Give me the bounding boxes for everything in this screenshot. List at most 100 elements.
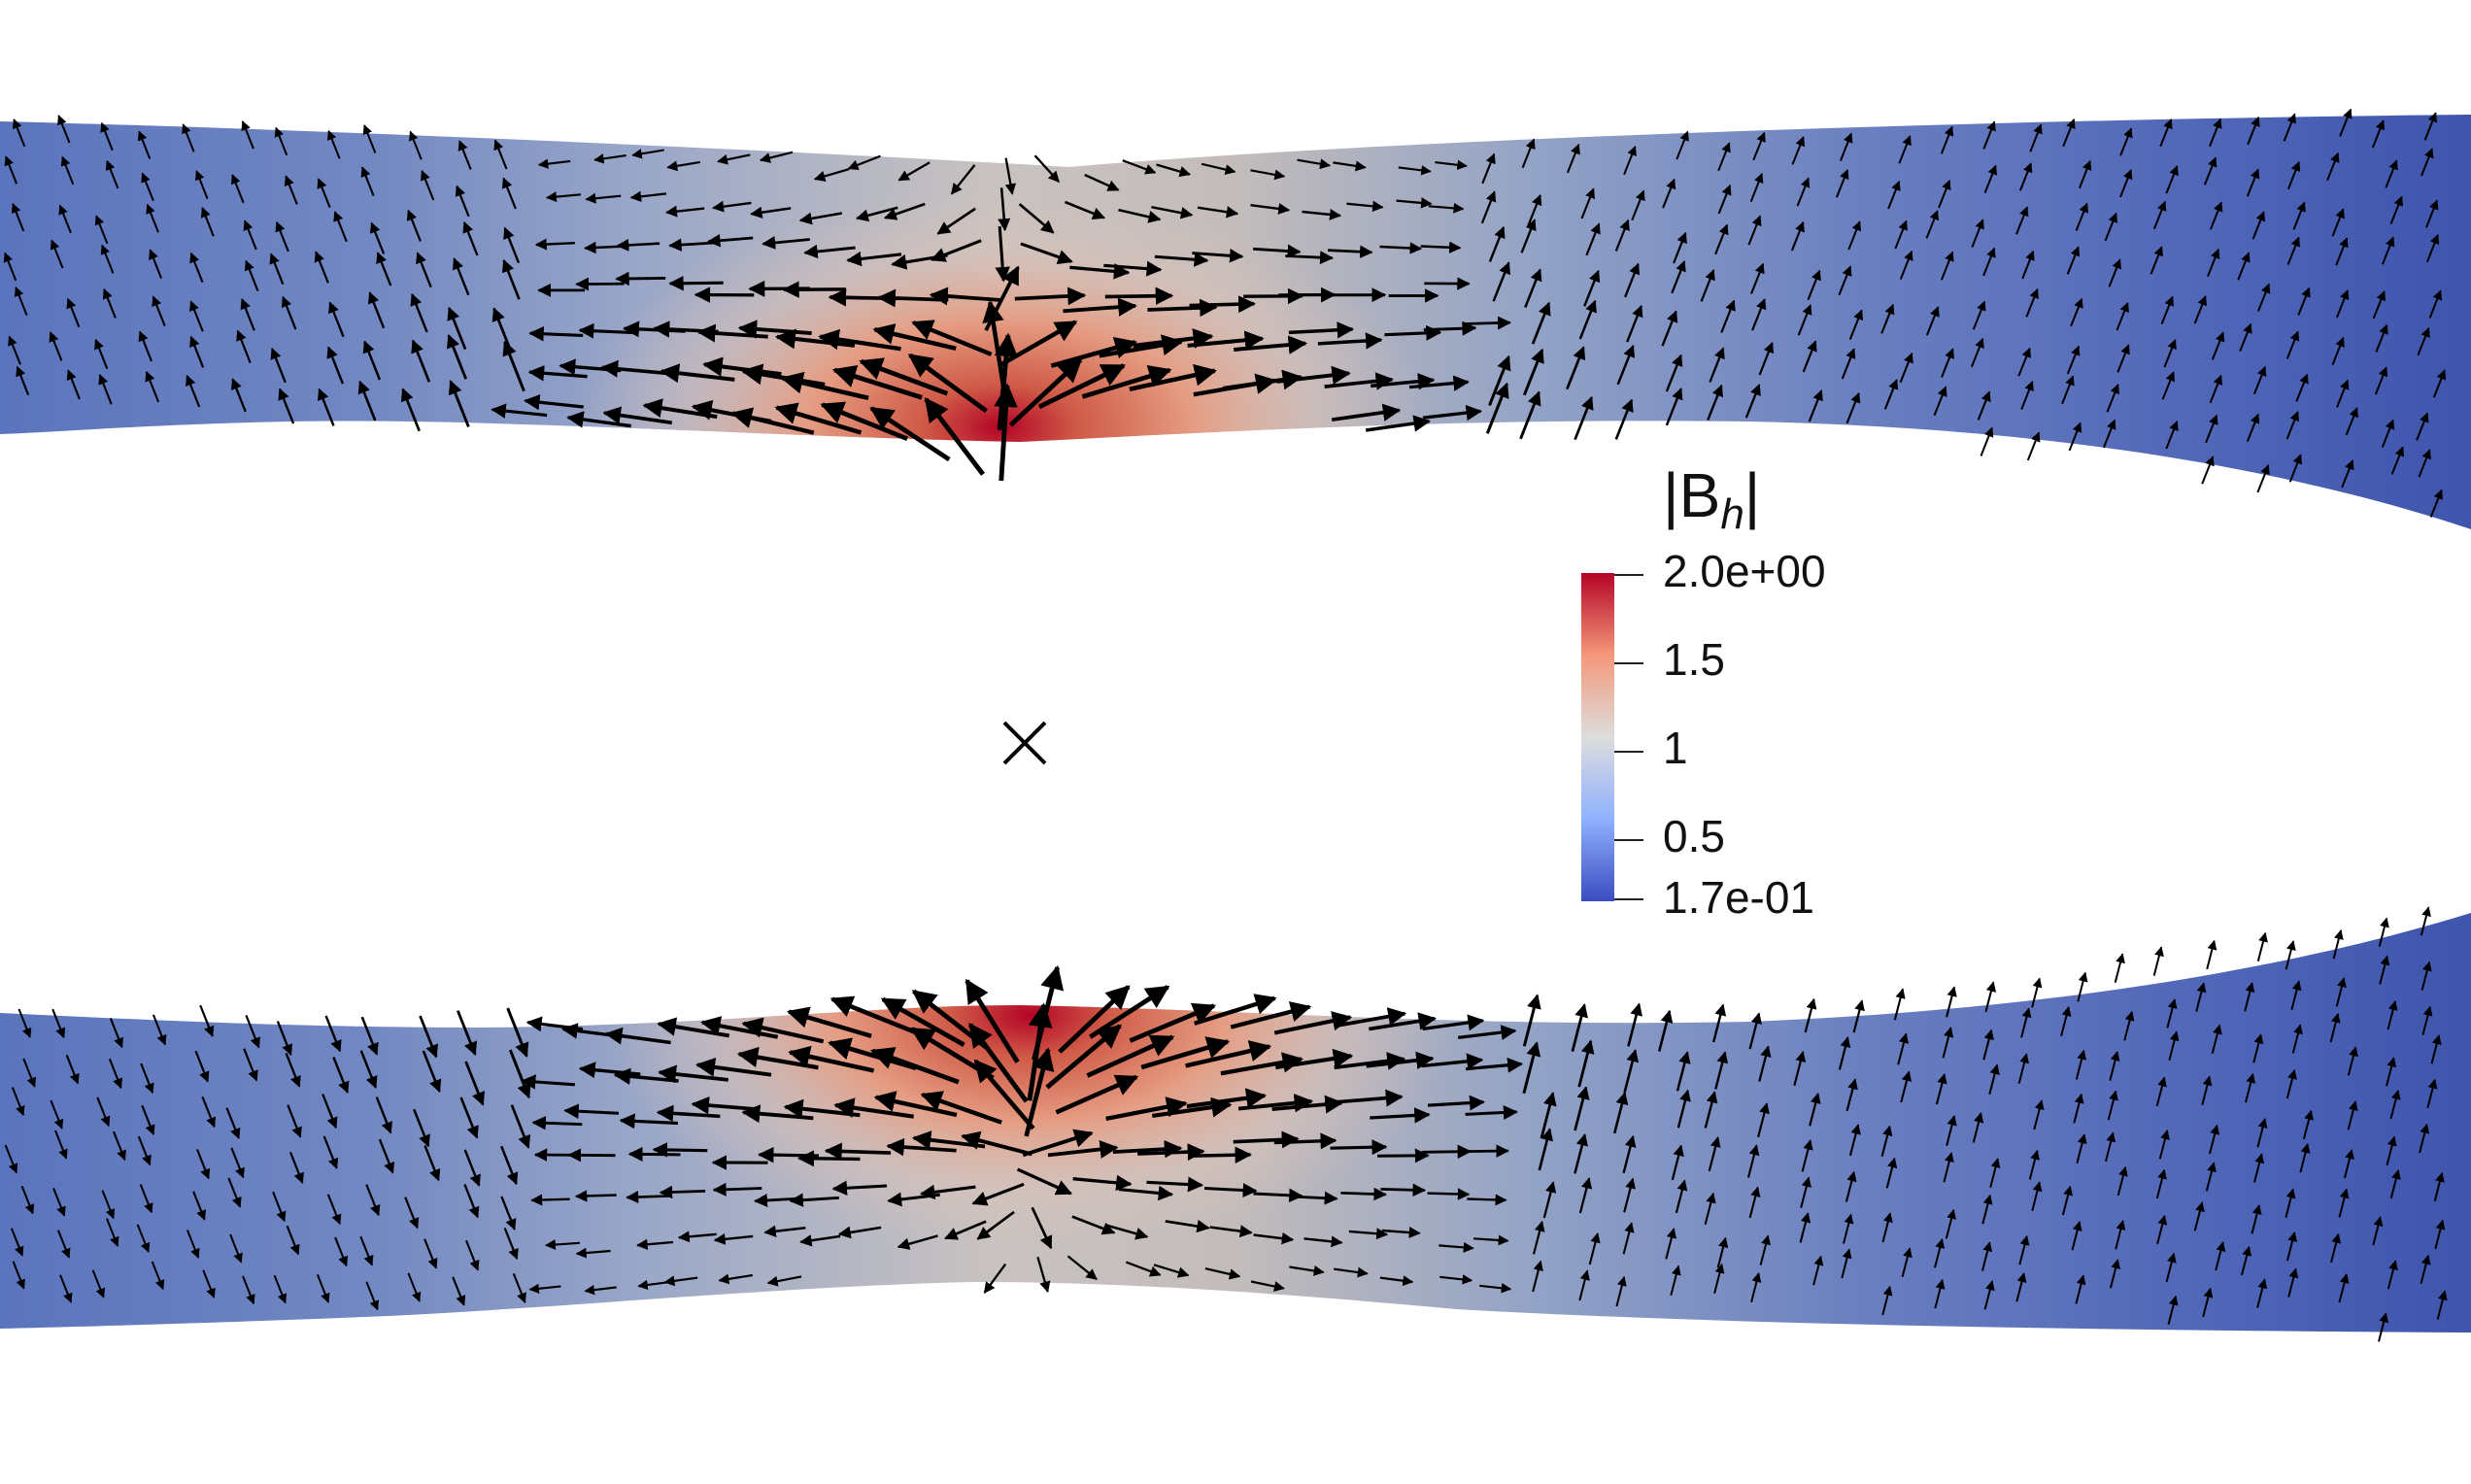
field-arrow [202,1269,216,1298]
field-arrow [1458,1025,1517,1040]
field-arrow [1758,341,1775,376]
field-arrow [520,1074,576,1090]
field-arrow [4,155,18,185]
field-arrow [16,365,30,396]
field-arrow [2061,375,2075,405]
field-arrow [357,380,377,422]
field-arrow [2211,1024,2222,1055]
field-arrow [2107,1090,2118,1121]
field-arrow [1346,200,1384,213]
field-arrow [797,1150,861,1167]
field-arrow [1428,202,1465,214]
field-arrow [400,388,421,432]
field-arrow [1580,187,1596,219]
field-arrow [1623,1177,1636,1213]
field-arrow [189,335,205,368]
field-arrow [924,397,985,476]
field-arrow [287,1104,302,1138]
field-arrow [2207,248,2220,278]
field-arrow [2423,112,2438,141]
field-arrow [2167,1295,2179,1326]
field-arrow [1758,1045,1772,1082]
field-arrow [1845,1170,1857,1202]
field-arrow [1748,1186,1761,1219]
field-arrow [1799,1212,1811,1243]
field-arrow [1542,1181,1557,1219]
field-arrow [462,220,479,256]
field-arrow [1330,1139,1388,1156]
field-arrow [1847,220,1862,251]
field-arrow [2245,1072,2256,1103]
field-arrow [2341,459,2354,489]
field-arrow [1713,1263,1725,1294]
field-arrow [2029,123,2043,152]
field-arrow [1615,1275,1627,1307]
field-arrow [2031,977,2043,1008]
field-arrow [584,1284,617,1296]
field-arrow [2123,1010,2135,1041]
field-arrow [423,1238,438,1269]
field-arrow [1036,1256,1051,1294]
field-arrow [2299,1143,2311,1173]
field-arrow [146,203,159,233]
field-arrow [1793,1051,1807,1086]
field-arrow [1285,251,1334,265]
field-arrow [666,160,701,172]
field-arrow [1317,332,1383,350]
field-arrow [20,1185,35,1215]
field-arrow [2149,246,2163,275]
field-arrow [11,202,25,232]
field-arrow [407,1272,422,1302]
field-arrow [1665,388,1683,426]
field-arrow [2165,420,2179,450]
center-marker-icon [1002,721,1047,765]
field-arrow [660,363,735,384]
field-arrow [2015,1272,2027,1302]
field-arrow [50,1099,64,1130]
field-arrow [141,1104,155,1135]
field-arrow [2114,953,2125,983]
field-arrow [1665,354,1683,392]
field-arrow [1946,986,1957,1018]
field-arrow [1047,1140,1119,1159]
field-arrow [1050,336,1138,368]
field-arrow [1838,1036,1851,1070]
field-arrow [707,233,754,248]
field-arrow [712,1182,762,1197]
field-arrow [2066,246,2081,275]
field-arrow [1588,1231,1601,1265]
field-arrow [2286,160,2301,190]
field-arrow [2283,113,2296,142]
field-arrow [2386,1057,2397,1087]
field-arrow [668,275,724,291]
field-arrow [1838,265,1852,296]
field-arrow [1662,178,1676,209]
field-arrow [91,1269,106,1298]
colorbar-title-suffix: | [1744,460,1761,530]
field-arrow [1379,1275,1414,1287]
field-arrow [365,1281,380,1311]
field-arrow [1671,260,1686,294]
field-arrow [1675,1179,1688,1214]
field-arrow [1746,1144,1760,1178]
field-arrow [270,348,287,384]
field-arrow [1977,390,1991,421]
field-arrow [2116,1165,2128,1197]
field-arrow [1137,1143,1205,1162]
field-arrow [1379,242,1423,254]
field-arrow [973,1059,1035,1130]
field-arrow [421,170,435,201]
field-arrow [2205,414,2218,444]
field-arrow [1940,251,1954,281]
field-arrow [459,1096,479,1139]
field-arrow [2165,165,2179,194]
field-arrow [1366,1051,1435,1070]
colorbar-title-subscript: h [1720,490,1743,538]
field-arrow [1900,1070,1912,1103]
field-arrow [274,126,288,156]
field-arrow [322,1094,338,1130]
field-arrow [1522,1041,1541,1095]
field-arrow [102,288,117,319]
field-arrow [2329,1012,2341,1043]
field-arrow [2201,1075,2213,1105]
